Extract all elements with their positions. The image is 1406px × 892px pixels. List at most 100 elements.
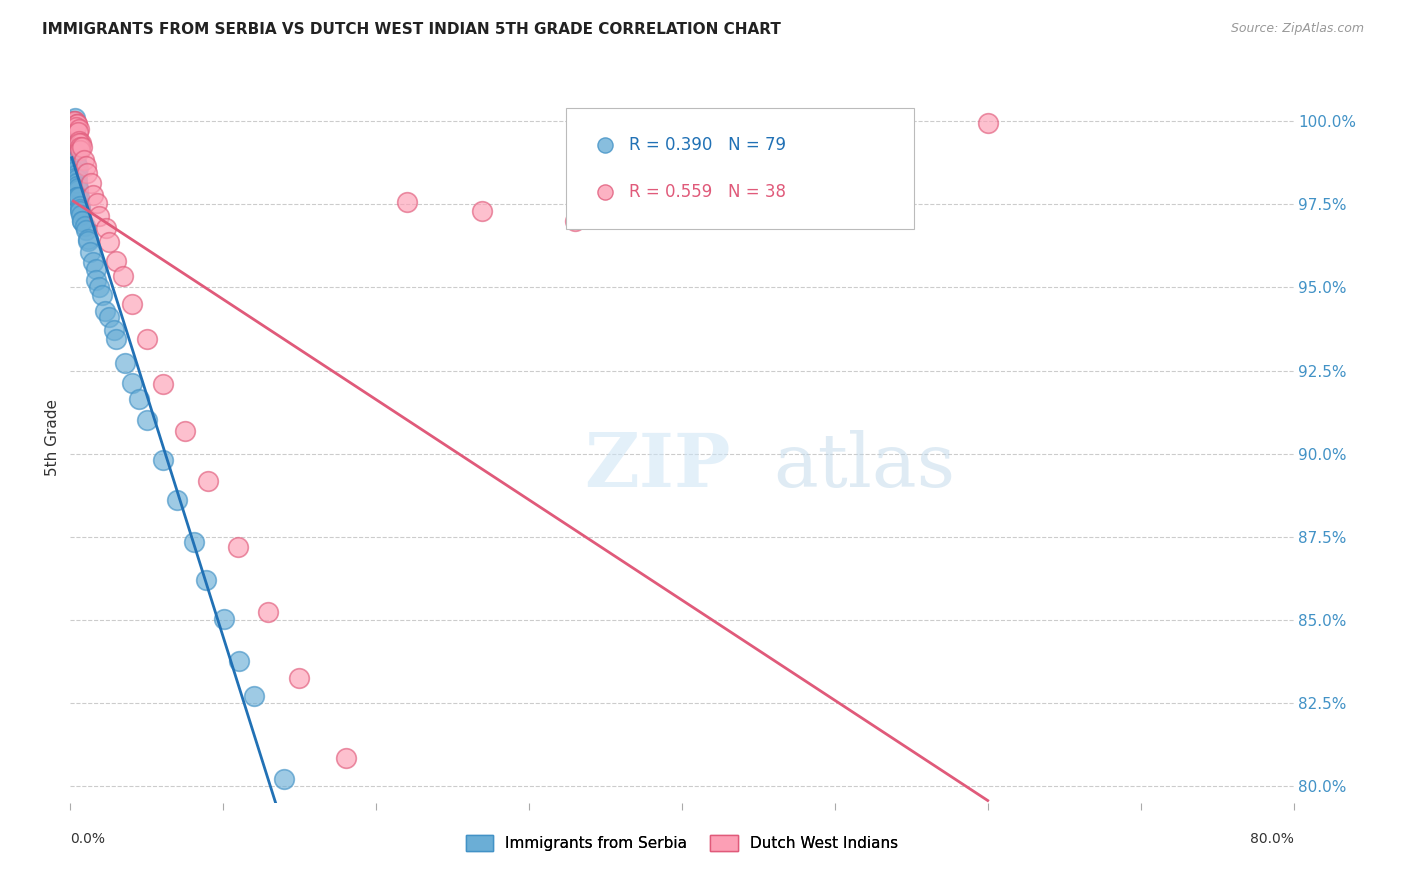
Point [98,310,121,324]
Point [65,141,87,155]
Point [63,170,86,185]
Point [66,116,89,130]
Point [73,219,96,234]
Point [69,202,91,216]
Point [66,117,89,131]
Point [70,136,93,150]
Point [226,540,249,554]
Point [65,179,87,194]
Point [67,122,90,136]
Point [395,195,418,210]
Point [135,332,157,346]
Point [60,114,83,128]
Text: 0.0%: 0.0% [70,832,105,846]
Point [136,413,159,427]
Point [82,188,104,202]
Y-axis label: 5th Grade: 5th Grade [45,399,60,475]
Point [65,153,87,168]
Legend: Immigrants from Serbia, Dutch West Indians: Immigrants from Serbia, Dutch West India… [460,830,904,857]
Point [89,209,111,223]
Point [77,234,100,248]
Point [62,116,84,130]
Point [70,208,93,222]
Point [111,269,134,284]
Point [128,392,150,407]
Point [62,122,84,136]
Point [65,177,87,191]
Point [66,159,89,173]
Point [65,161,87,175]
Point [63,148,86,162]
Point [60,118,83,132]
Point [121,297,143,311]
Point [65,158,87,172]
Point [65,114,87,128]
Point [183,534,205,549]
Point [69,203,91,218]
Point [63,153,86,168]
Point [75,223,97,237]
Point [76,165,98,179]
Point [197,475,219,489]
Point [63,144,86,158]
Point [67,189,90,203]
Point [62,128,84,143]
Point [76,232,98,246]
Point [63,115,86,129]
Point [94,221,117,235]
Point [335,751,357,765]
Point [90,288,112,302]
Point [67,134,90,148]
Point [66,161,89,176]
Point [84,273,107,287]
Point [63,145,86,159]
Point [194,573,217,587]
Point [98,235,121,249]
Point [62,115,84,129]
Point [62,116,84,130]
Point [75,159,97,173]
Point [63,126,86,140]
Point [564,214,586,228]
Point [63,114,86,128]
Point [66,176,89,190]
Point [62,145,84,159]
Point [63,147,86,161]
Text: atlas: atlas [773,430,956,503]
Point [114,356,136,370]
Point [977,115,1000,129]
Point [65,167,87,181]
Text: R = 0.390   N = 79: R = 0.390 N = 79 [630,136,786,153]
Point [80,176,103,190]
Point [70,214,93,228]
Point [105,332,128,346]
Point [103,323,125,337]
Point [67,136,90,151]
Text: 80.0%: 80.0% [1250,832,1294,846]
Text: Source: ZipAtlas.com: Source: ZipAtlas.com [1230,22,1364,36]
Point [70,140,93,154]
Point [228,654,250,668]
Point [73,153,96,167]
Point [65,164,87,178]
Point [66,190,89,204]
Point [86,195,108,210]
Point [63,116,86,130]
FancyBboxPatch shape [565,108,914,228]
Point [93,303,115,318]
Text: IMMIGRANTS FROM SERBIA VS DUTCH WEST INDIAN 5TH GRADE CORRELATION CHART: IMMIGRANTS FROM SERBIA VS DUTCH WEST IND… [42,22,782,37]
Text: R = 0.559   N = 38: R = 0.559 N = 38 [630,183,786,201]
Point [166,492,188,507]
Point [66,181,89,195]
Point [63,112,86,126]
Point [65,161,87,175]
Point [60,113,83,128]
Point [63,134,86,148]
Point [82,254,104,268]
Point [242,689,264,703]
Point [66,189,89,203]
Point [63,137,86,152]
Point [174,425,197,439]
Point [63,131,86,145]
Point [79,245,101,260]
